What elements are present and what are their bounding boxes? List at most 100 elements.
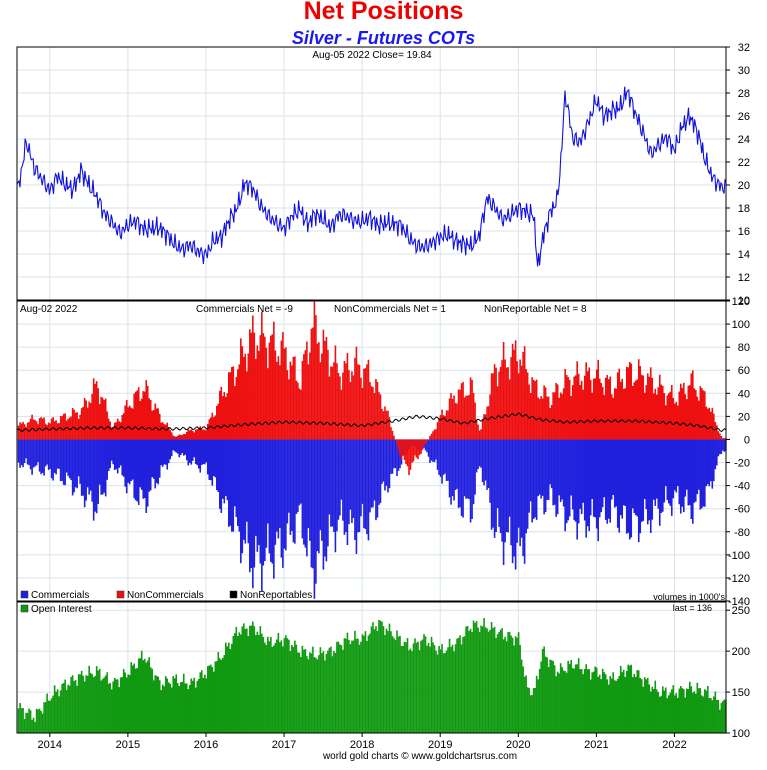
open-interest-bar xyxy=(660,695,663,733)
commercials-bar xyxy=(303,439,305,545)
noncommercials-bar xyxy=(367,359,370,440)
noncommercials-bar xyxy=(501,360,503,440)
open-interest-bar xyxy=(307,659,310,733)
commercials-bar xyxy=(122,439,125,477)
noncommercials-bar xyxy=(624,388,627,440)
noncommercials-bar xyxy=(345,363,347,440)
open-interest-bar xyxy=(375,626,377,733)
open-interest-bar xyxy=(181,681,184,733)
commercials-bar xyxy=(101,439,104,495)
open-interest-bar xyxy=(418,650,421,733)
noncommercials-bar xyxy=(282,332,284,440)
open-interest-bar xyxy=(19,703,21,733)
noncommercials-bar xyxy=(231,367,233,440)
open-interest-bar xyxy=(77,674,80,733)
panel-frame xyxy=(16,46,727,301)
commercials-bar xyxy=(208,439,211,480)
open-interest-bar xyxy=(711,700,714,733)
open-interest-bar xyxy=(280,640,283,733)
noncommercials-bar xyxy=(616,372,619,440)
commercials-bar xyxy=(547,439,550,501)
commercials-bar xyxy=(206,439,209,475)
commercials-bar xyxy=(621,439,624,519)
noncommercials-bar xyxy=(68,417,71,440)
noncommercials-bar xyxy=(23,424,26,440)
commercials-bar xyxy=(501,439,503,542)
noncommercials-bar xyxy=(570,396,572,440)
commercials-bar xyxy=(609,439,612,523)
commercials-bar xyxy=(624,439,627,507)
noncommercials-bar xyxy=(285,347,287,440)
noncommercials-bar xyxy=(393,435,395,440)
commercials-bar xyxy=(543,439,545,515)
commercials-bar xyxy=(131,439,134,480)
commercials-bar xyxy=(133,439,136,499)
commercials-bar xyxy=(631,439,634,509)
open-interest-bar xyxy=(107,683,110,733)
commercials-bar xyxy=(498,439,500,527)
commercials-bar xyxy=(658,439,661,526)
open-interest-bar xyxy=(310,653,313,733)
open-interest-bar xyxy=(454,644,457,733)
noncommercials-bar xyxy=(148,398,151,440)
open-interest-bar xyxy=(46,693,48,733)
y-tick-label: -100 xyxy=(728,550,750,562)
open-interest-bar xyxy=(412,643,415,733)
commercials-bar xyxy=(274,439,277,545)
open-interest-bar xyxy=(672,685,675,733)
commercials-bar xyxy=(681,439,684,507)
noncommercials-bar xyxy=(484,414,487,440)
noncommercials-bar xyxy=(571,385,574,440)
noncommercials-bar xyxy=(442,415,445,440)
noncommercials-bar xyxy=(663,393,666,440)
open-interest-bar xyxy=(82,675,84,733)
open-interest-bar xyxy=(550,660,553,733)
open-interest-bar xyxy=(423,634,425,733)
open-interest-bar xyxy=(681,688,684,733)
open-interest-bar xyxy=(679,686,682,733)
open-interest-bar xyxy=(504,636,506,733)
open-interest-bar xyxy=(588,669,590,733)
open-interest-bar xyxy=(148,657,151,733)
noncommercials-bar xyxy=(89,403,92,440)
open-interest-bar xyxy=(451,644,454,733)
commercials-bar xyxy=(268,439,271,554)
open-interest-bar xyxy=(264,642,266,733)
commercials-bar xyxy=(68,439,71,479)
noncommercials-bar xyxy=(86,407,89,440)
noncommercials-bar xyxy=(200,429,203,440)
open-interest-bar xyxy=(692,692,694,733)
noncommercials-bar xyxy=(372,387,374,440)
open-interest-bar xyxy=(402,646,404,733)
open-interest-bar xyxy=(430,636,433,733)
y-tick-label: 40 xyxy=(738,388,750,400)
noncommercials-bar xyxy=(441,409,443,440)
noncommercials-bar xyxy=(286,370,289,440)
noncommercials-bar xyxy=(561,394,563,440)
open-interest-bar xyxy=(140,650,143,733)
open-interest-bar xyxy=(621,672,624,733)
commercials-bar xyxy=(172,439,175,451)
open-interest-bar xyxy=(646,677,649,733)
open-interest-bar xyxy=(523,676,526,733)
commercials-bar xyxy=(701,439,703,509)
commercials-bar xyxy=(166,439,169,470)
noncommercials-bar xyxy=(451,398,454,440)
commercials-bar xyxy=(468,439,470,500)
noncommercials-bar xyxy=(628,362,631,440)
commercials-bar xyxy=(385,439,388,486)
open-interest-bar xyxy=(442,653,445,733)
commercials-bar xyxy=(687,439,690,506)
commercials-bar xyxy=(82,439,84,496)
commercials-bar xyxy=(199,439,202,473)
open-interest-bar xyxy=(345,638,347,733)
open-interest-bar xyxy=(573,668,575,733)
noncommercials-bar xyxy=(375,378,377,440)
open-interest-bar xyxy=(106,672,108,733)
commercials-bar xyxy=(327,439,329,547)
noncommercials-bar xyxy=(158,413,161,440)
noncommercials-bar xyxy=(149,399,152,440)
open-interest-bar xyxy=(309,652,311,733)
open-interest-bar xyxy=(513,645,515,733)
open-interest-bar xyxy=(125,677,128,733)
